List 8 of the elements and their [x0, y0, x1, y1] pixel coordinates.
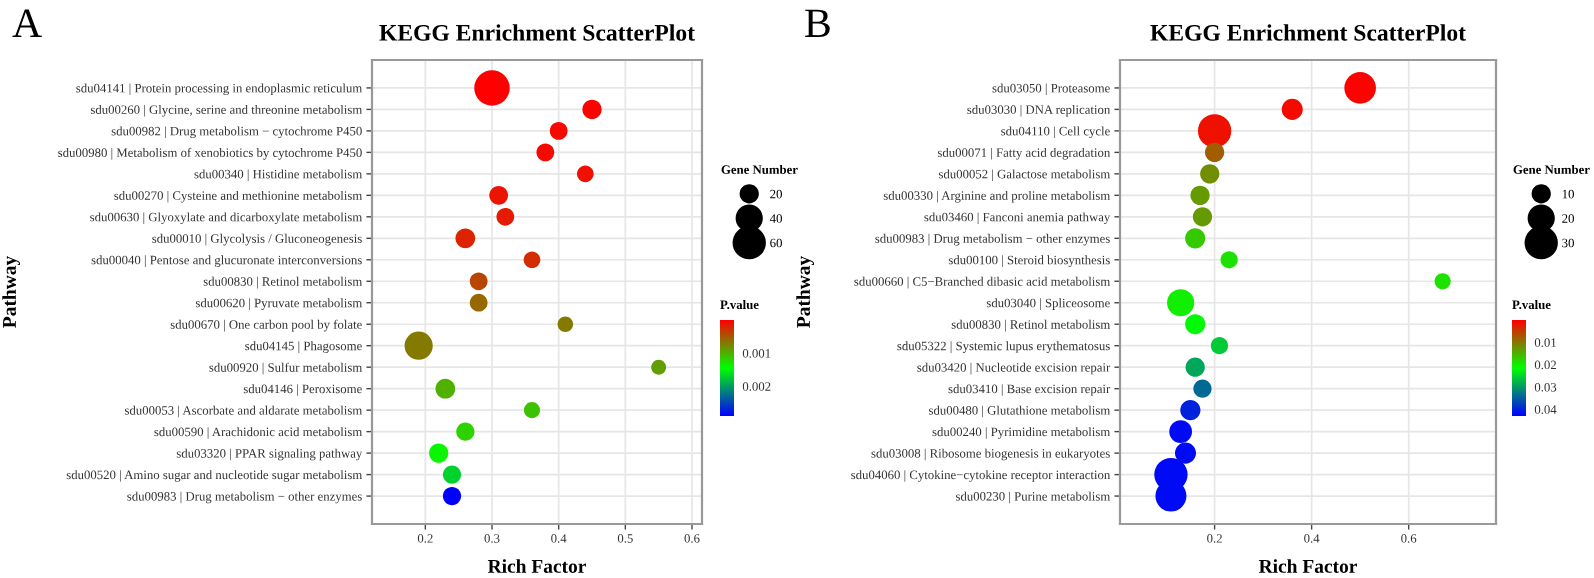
text: A: [12, 9, 42, 37]
y-axis-title: Pathway: [2, 256, 20, 328]
chart-title: KEGG Enrichment ScatterPlot: [379, 24, 695, 41]
y-axis-title: Pathway: [796, 256, 814, 328]
x-axis-title: Rich Factor: [1258, 559, 1357, 573]
x-axis-title: Rich Factor: [487, 559, 586, 573]
text: B: [805, 9, 830, 38]
chart-title: KEGG Enrichment ScatterPlot: [1150, 24, 1466, 41]
